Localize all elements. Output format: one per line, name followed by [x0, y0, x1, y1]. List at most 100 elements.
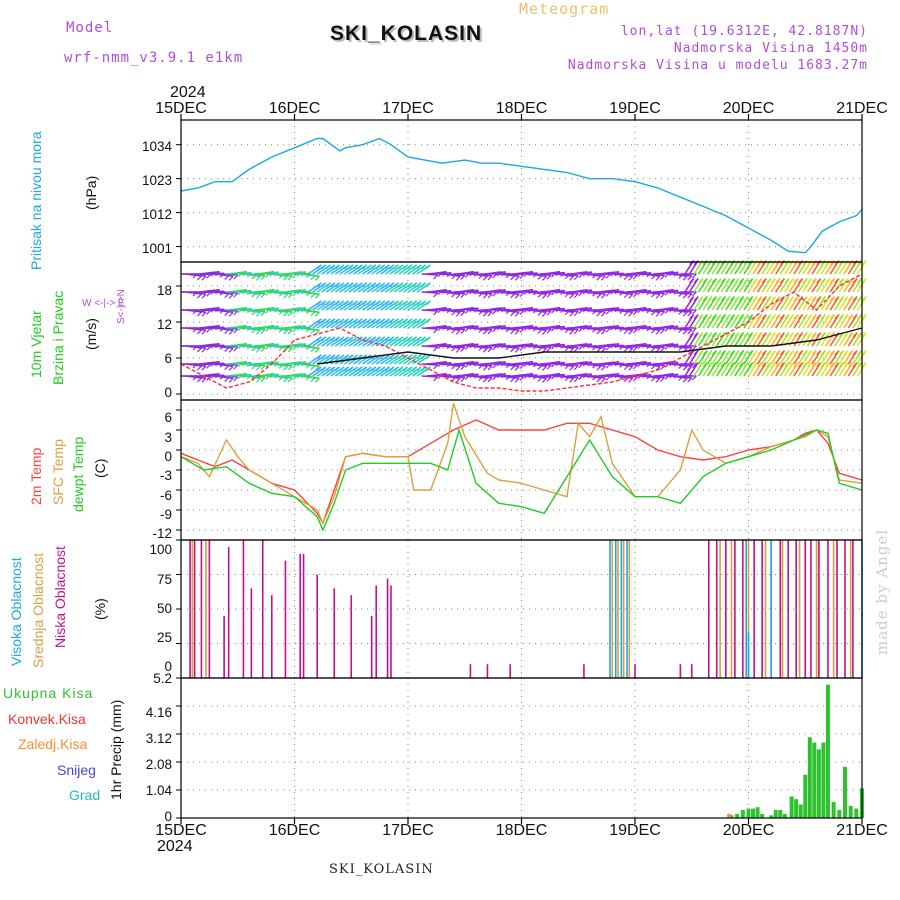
- wind-barb-head: [743, 296, 749, 301]
- wind-barb: [235, 289, 252, 293]
- wind-barb: [516, 360, 533, 365]
- wind-barb: [476, 345, 493, 349]
- bar-ukupna-kisa: [740, 809, 745, 818]
- wind-barb-head: [730, 314, 735, 319]
- wind-barb: [235, 361, 252, 365]
- bar-niska-oblacnost: [761, 540, 763, 678]
- wind-barb-head: [321, 318, 327, 324]
- wind-barb-head: [375, 282, 381, 288]
- bar-niska-oblacnost: [261, 540, 264, 678]
- bar-ukupna-kisa: [825, 684, 830, 818]
- wind-barb: [249, 273, 266, 277]
- wind-barb: [675, 273, 692, 277]
- wind-barb: [634, 289, 652, 293]
- wind-barb: [548, 307, 565, 311]
- wind-barb-head: [766, 350, 772, 355]
- wind-barb: [448, 345, 465, 349]
- bar-ukupna-kisa: [760, 813, 765, 818]
- wind-barb-head: [757, 278, 763, 283]
- wind-barb-head: [775, 296, 781, 301]
- wind-barb: [444, 291, 461, 296]
- wind-barb: [262, 271, 279, 275]
- wind-barb: [189, 291, 207, 295]
- wind-barb-head: [798, 296, 803, 301]
- wind-barb: [544, 372, 561, 377]
- wind-barb-head: [834, 296, 840, 301]
- wind-barb-head: [366, 336, 372, 342]
- wind-barb-head: [321, 336, 327, 342]
- wind-barb: [575, 343, 592, 347]
- wind-barb: [634, 343, 652, 347]
- wind-barb-head: [569, 311, 575, 317]
- wind-barb-head: [514, 365, 520, 371]
- bar-srednja-oblacnost: [628, 540, 631, 678]
- wind-barb-head: [711, 350, 717, 355]
- wind-barb: [575, 271, 592, 275]
- wind-barb: [476, 327, 493, 331]
- wind-barb: [630, 288, 647, 293]
- wind-barb-head: [720, 278, 726, 283]
- wind-barb: [289, 307, 306, 311]
- bar-ukupna-kisa: [854, 808, 859, 818]
- wind-barb-head: [775, 362, 781, 367]
- wind-barb-head: [770, 278, 776, 283]
- wind-barb-head: [734, 362, 740, 367]
- wind-barb-head: [407, 366, 413, 372]
- wind-barb-head: [196, 377, 202, 383]
- wind-barb: [244, 309, 261, 314]
- wind-barb: [575, 307, 592, 311]
- wind-barb-head: [344, 366, 349, 372]
- x-tick-top-3: 18DEC: [495, 100, 548, 117]
- wind-barb-head: [628, 311, 634, 317]
- wind-barb: [244, 345, 261, 350]
- wind-barb: [530, 273, 547, 278]
- wind-barb: [516, 270, 533, 275]
- wind-barb-head: [310, 365, 316, 371]
- wind-barb-head: [682, 329, 688, 335]
- wind-barb: [535, 309, 552, 313]
- wind-barb: [430, 306, 447, 311]
- wind-barb-head: [601, 329, 606, 335]
- wind-barb-head: [403, 318, 409, 324]
- wind-barb-head: [698, 296, 704, 301]
- wind-barb-head: [784, 296, 790, 301]
- wind-barb-head: [698, 362, 704, 367]
- wind-barb-head: [344, 264, 349, 270]
- wind-barb: [235, 307, 252, 311]
- wind-barb-head: [725, 362, 731, 367]
- wind-barb: [230, 360, 247, 365]
- wind-barb-head: [857, 314, 862, 319]
- wind-barb-head: [375, 264, 381, 270]
- wind-barb-head: [834, 314, 840, 319]
- wind-barb-head: [820, 296, 826, 301]
- wind-barb: [548, 343, 565, 347]
- wind-barb-head: [569, 275, 575, 281]
- wind-barb-head: [233, 376, 239, 382]
- wind-barb-head: [711, 314, 717, 319]
- wind-barb-head: [757, 296, 763, 301]
- wind-barb-head: [314, 311, 320, 317]
- bar-srednja-oblacnost: [798, 540, 801, 678]
- wind-barb: [630, 360, 647, 365]
- wind-barb-head: [793, 362, 799, 367]
- wind-barb: [435, 289, 452, 293]
- bar-niska-oblacnost: [634, 664, 636, 678]
- wind-barb: [675, 363, 692, 367]
- wind-barb-head: [389, 300, 395, 306]
- wind-barb-head: [519, 364, 525, 370]
- wind-barb-head: [394, 282, 399, 288]
- wind-barb-head: [330, 300, 336, 306]
- bar-zaledj-kisa: [727, 813, 732, 818]
- wind-barb-head: [201, 275, 207, 281]
- wind-barb-head: [725, 278, 731, 283]
- wind-barb-head: [353, 264, 359, 270]
- wind-barb-head: [707, 296, 713, 301]
- bar-niska-oblacnost: [836, 540, 838, 678]
- cloud-ytick-75: 75: [156, 572, 172, 587]
- wind-barb-head: [843, 332, 849, 337]
- wind-barb-head: [734, 296, 740, 301]
- bar-srednja-oblacnost: [815, 540, 818, 678]
- bar-niska-oblacnost: [302, 553, 305, 678]
- wind-barb: [276, 375, 293, 379]
- wind-barb-head: [433, 274, 439, 280]
